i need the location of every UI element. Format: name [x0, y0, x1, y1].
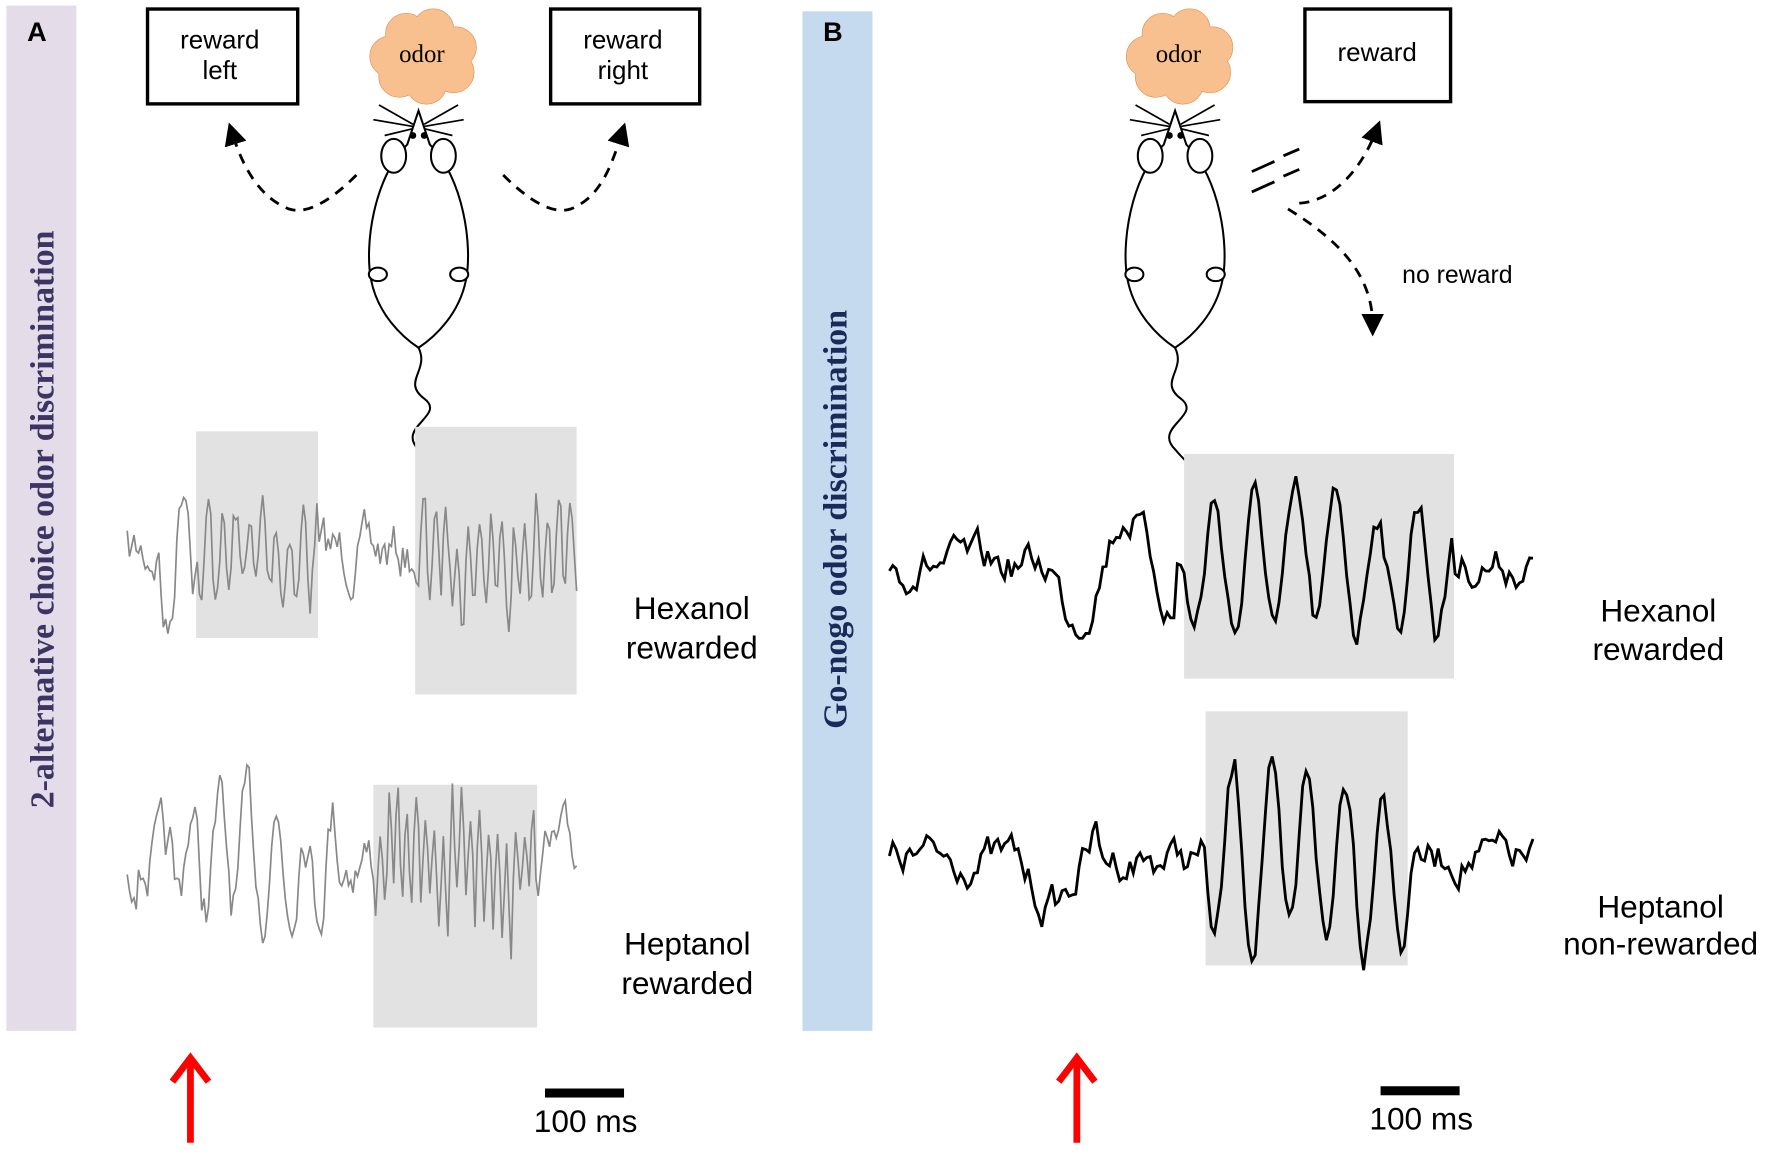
- side-title: 2-alternative choice odor discrimination: [25, 230, 62, 808]
- arrow: [502, 122, 630, 212]
- arrow: [1299, 120, 1383, 205]
- no-reward-text: no reward: [1402, 262, 1512, 289]
- shade: [1205, 711, 1408, 966]
- shade: [373, 784, 538, 1028]
- mouse: [1124, 103, 1226, 479]
- panel-label: B: [823, 16, 843, 47]
- box-text: reward: [583, 25, 662, 55]
- trace-label: Hexanol: [634, 590, 750, 626]
- scale-bar: [1380, 1086, 1460, 1096]
- scale-text: 100 ms: [1369, 1101, 1473, 1137]
- trace-label: Hexanol: [1600, 592, 1716, 628]
- trace-label: Heptanol: [1597, 888, 1724, 924]
- panel-a: 2-alternative choice odor discrimination…: [6, 5, 758, 1143]
- panel-label: A: [27, 16, 47, 47]
- dashes: [1251, 147, 1300, 194]
- lfp-trace: [126, 493, 578, 634]
- shade: [196, 431, 319, 638]
- panel-b: Go-nogo odor discrimination B odor rewar…: [802, 7, 1758, 1143]
- arrow: [224, 122, 358, 212]
- lfp-trace: [126, 763, 578, 960]
- box: [1303, 7, 1453, 104]
- arrow: [1287, 207, 1384, 337]
- side-bar: [802, 11, 873, 1031]
- traces: [888, 475, 1535, 971]
- box-text: right: [598, 55, 649, 85]
- odor-text: odor: [399, 41, 445, 68]
- scale-bar: [544, 1088, 625, 1098]
- box: [145, 7, 300, 106]
- box-text: reward: [1337, 37, 1416, 67]
- trace-label: rewarded: [626, 630, 758, 666]
- trace-label: Heptanol: [624, 926, 751, 962]
- scale-text: 100 ms: [534, 1103, 638, 1139]
- box: [548, 7, 702, 106]
- stimulus-arrow: [1056, 1052, 1098, 1143]
- box-text: reward: [180, 25, 259, 55]
- side-title: Go-nogo odor discrimination: [817, 310, 854, 729]
- trace-label: rewarded: [621, 965, 753, 1001]
- trace-label: rewarded: [1592, 631, 1724, 667]
- box-text: left: [202, 55, 237, 85]
- trace-label: non-rewarded: [1563, 926, 1758, 962]
- side-bar: [6, 5, 77, 1031]
- odor-text: odor: [1156, 41, 1202, 68]
- lfp-trace: [888, 475, 1534, 646]
- lfp-trace: [888, 756, 1535, 971]
- traces: [126, 493, 578, 960]
- mouse: [367, 103, 470, 479]
- stimulus-arrow: [169, 1052, 212, 1143]
